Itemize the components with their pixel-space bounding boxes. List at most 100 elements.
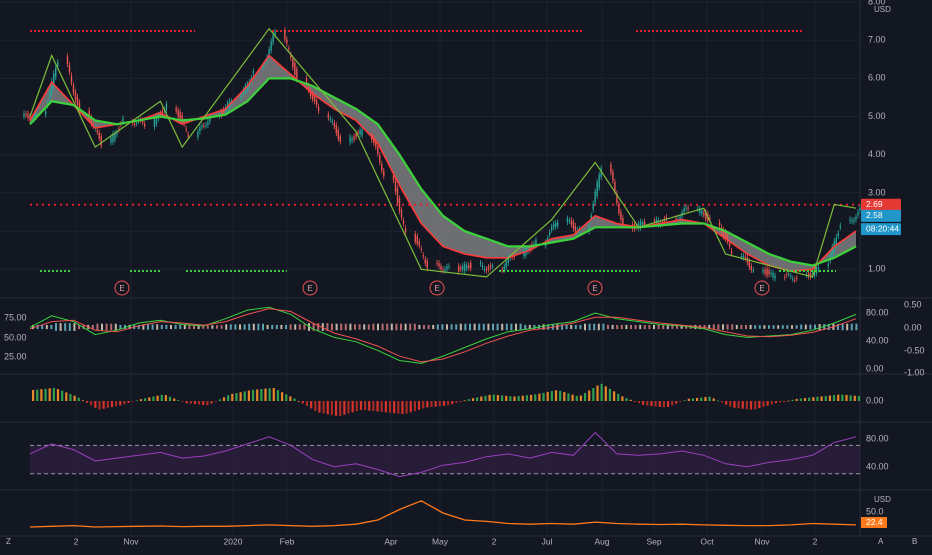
candle	[262, 65, 264, 68]
oscillator-bar	[422, 401, 425, 409]
candle	[655, 219, 658, 223]
oscillator-histogram-bar	[777, 325, 780, 329]
oscillator-histogram-bar	[561, 324, 563, 330]
candle	[286, 39, 288, 44]
candle	[422, 255, 424, 257]
candle	[359, 129, 361, 135]
oscillator-bar	[658, 401, 661, 407]
oscillator-bar	[642, 401, 645, 405]
candle	[98, 132, 100, 139]
oscillator-histogram-bar	[676, 325, 678, 329]
oscillator-bar	[77, 397, 80, 401]
oscillator-histogram-bar	[597, 323, 600, 331]
oscillator-bar	[679, 401, 682, 402]
earnings-marker[interactable]	[429, 280, 445, 296]
oscillator-bar	[247, 390, 250, 401]
candle	[375, 141, 377, 147]
oscillator-histogram-bar	[496, 323, 499, 331]
oscillator-histogram-bar	[142, 324, 145, 330]
earnings-marker[interactable]	[754, 280, 770, 296]
oscillator-histogram-bar	[634, 324, 637, 330]
candle	[274, 31, 276, 36]
oscillator-histogram-bar	[804, 324, 807, 330]
candle	[665, 217, 668, 219]
candle	[294, 62, 296, 75]
oscillator-histogram-bar	[620, 324, 623, 330]
oscillator-histogram-bar	[827, 324, 830, 330]
candle	[400, 210, 403, 218]
price-tag	[861, 209, 901, 222]
candle	[622, 217, 624, 226]
price-tag	[861, 223, 901, 236]
candle	[183, 121, 185, 124]
candle	[679, 216, 681, 220]
oscillator-histogram-bar	[515, 323, 517, 331]
oscillator-histogram-bar	[280, 324, 283, 330]
oscillator-bar	[251, 389, 255, 401]
candle	[507, 257, 509, 263]
oscillator-bar	[123, 401, 126, 405]
earnings-marker[interactable]	[587, 280, 603, 296]
oscillator-bar	[322, 401, 325, 414]
candle	[187, 134, 189, 137]
oscillator-histogram-bar	[165, 324, 168, 330]
candle	[470, 262, 472, 269]
candle	[505, 261, 507, 268]
candle	[66, 56, 69, 64]
stochastic-right-tick: 0.00	[866, 363, 884, 373]
oscillator-histogram-bar	[409, 323, 412, 331]
oscillator-histogram-bar	[607, 324, 609, 330]
oscillator-bar	[81, 400, 84, 402]
oscillator-bar	[202, 401, 205, 405]
candle	[590, 215, 592, 220]
oscillator-histogram-bar	[202, 325, 205, 329]
oscillator-bar	[480, 396, 483, 401]
earnings-marker[interactable]	[114, 280, 130, 296]
oscillator-bar	[243, 391, 246, 401]
candle	[768, 270, 770, 275]
oscillator-bar	[592, 388, 595, 401]
candle	[552, 223, 555, 228]
oscillator-bar	[276, 390, 280, 401]
candle	[29, 116, 31, 120]
oscillator-histogram-bar	[275, 324, 278, 330]
oscillator-bar	[401, 401, 404, 415]
oscillator-bar	[476, 397, 479, 401]
oscillator-bar	[189, 401, 192, 404]
oscillator-histogram-bar	[855, 323, 858, 331]
oscillator-bar	[372, 401, 375, 412]
candle	[49, 91, 51, 99]
oscillator-histogram-bar	[128, 324, 131, 330]
oscillator-histogram-bar	[151, 324, 154, 330]
oscillator-histogram-bar	[335, 323, 338, 331]
oscillator-bar	[235, 393, 238, 401]
candle	[315, 99, 318, 105]
oscillator-bar	[135, 400, 138, 402]
earnings-marker[interactable]	[302, 280, 318, 296]
oscillator-histogram-bar	[574, 324, 577, 330]
candle	[90, 117, 92, 125]
histogram-right-tick: -1.00	[904, 367, 925, 377]
oscillator-histogram-bar	[459, 323, 462, 331]
oscillator-histogram-bar	[317, 323, 320, 331]
oscillator-histogram-bar	[266, 324, 269, 330]
oscillator-bar	[451, 401, 454, 405]
oscillator-bar	[509, 396, 512, 401]
oscillator-histogram-bar	[754, 325, 757, 329]
oscillator-histogram-bar	[745, 324, 747, 330]
oscillator-histogram-bar	[639, 324, 642, 330]
candle	[588, 224, 590, 232]
candle	[197, 131, 199, 138]
oscillator-bar	[364, 401, 367, 411]
oscillator-bar	[770, 401, 773, 405]
earnings-marker-label: E	[307, 284, 312, 293]
candle	[556, 222, 559, 226]
oscillator-histogram-bar	[82, 324, 85, 330]
oscillator-bar	[305, 401, 309, 406]
candle	[179, 111, 181, 120]
oscillator-bar	[745, 401, 748, 410]
oscillator-bar	[52, 387, 55, 401]
oscillator-histogram-bar	[36, 324, 39, 330]
